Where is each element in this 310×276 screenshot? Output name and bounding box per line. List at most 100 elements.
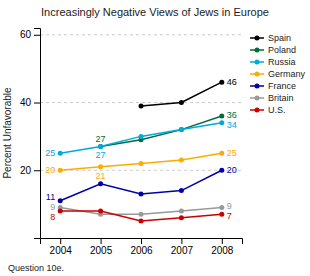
- x-tick-mark: [141, 238, 142, 244]
- data-label: 25: [227, 148, 237, 158]
- legend-label: Spain: [268, 33, 291, 43]
- point: [139, 212, 144, 217]
- x-tick-mark: [60, 238, 61, 244]
- legend-marker: [255, 84, 260, 89]
- series-points: [58, 120, 225, 155]
- point: [179, 188, 184, 193]
- data-labels: 46273625273420212511209987: [45, 77, 237, 221]
- x-tick: 2005: [90, 238, 113, 256]
- data-label: 9: [227, 201, 232, 211]
- legend-marker: [255, 108, 260, 113]
- grid-line: [40, 102, 242, 103]
- y-tick: 60: [20, 29, 40, 40]
- legend-item: Germany: [250, 69, 306, 79]
- point: [98, 181, 103, 186]
- point: [219, 114, 224, 119]
- data-label: 25: [45, 148, 55, 158]
- x-tick-label: 2008: [211, 245, 234, 256]
- point: [98, 144, 103, 149]
- y-axis-line: [34, 29, 41, 239]
- data-label: 27: [96, 150, 106, 160]
- series-points: [139, 80, 225, 109]
- legend-item: U.S.: [250, 105, 286, 115]
- y-axis: 20 40 60: [20, 29, 41, 239]
- legend-marker: [255, 72, 260, 77]
- legend-item: Britain: [250, 93, 294, 103]
- y-axis-title: Percent Unfavorable: [2, 87, 13, 179]
- data-label: 9: [50, 202, 55, 212]
- marks: [58, 80, 225, 224]
- x-tick: 2004: [50, 238, 73, 256]
- legend-marker: [255, 48, 260, 53]
- data-label: 8: [50, 212, 55, 222]
- point: [179, 158, 184, 163]
- legend-label: France: [268, 81, 296, 91]
- data-label: 20: [45, 165, 55, 175]
- point: [139, 219, 144, 224]
- chart-container: Increasingly Negative Views of Jews in E…: [0, 0, 310, 276]
- legend-item: Spain: [250, 33, 291, 43]
- data-label: 36: [227, 110, 237, 120]
- legend-marker: [255, 60, 260, 65]
- legend-marker: [255, 96, 260, 101]
- x-tick-label: 2007: [171, 245, 194, 256]
- y-tick-mark: [34, 103, 40, 104]
- series-line: [60, 123, 222, 153]
- point: [139, 191, 144, 196]
- x-tick-mark: [181, 238, 182, 244]
- legend-label: U.S.: [268, 105, 286, 115]
- series-line: [60, 170, 222, 200]
- y-tick-mark: [34, 35, 40, 36]
- point: [98, 208, 103, 213]
- point: [179, 127, 184, 132]
- series-line: [141, 82, 222, 106]
- legend: Spain Poland Russia Germany France Britain U.S…: [250, 33, 306, 115]
- point: [179, 127, 184, 132]
- x-tick-mark: [222, 238, 223, 244]
- y-tick-label: 20: [20, 165, 32, 176]
- point: [219, 80, 224, 85]
- series-points: [58, 151, 225, 173]
- series-points: [58, 208, 225, 223]
- y-tick-label: 40: [20, 97, 32, 108]
- y-tick: 20: [20, 165, 40, 176]
- x-axis: 2004 2005 2006 2007 2008: [41, 238, 243, 256]
- point: [139, 161, 144, 166]
- legend-label: Poland: [268, 45, 296, 55]
- x-axis-line: [41, 239, 243, 245]
- legend-marker: [255, 36, 260, 41]
- footnote: Question 10e.: [8, 263, 64, 273]
- point: [219, 212, 224, 217]
- point: [179, 215, 184, 220]
- point: [58, 151, 63, 156]
- y-tick: 40: [20, 97, 40, 108]
- legend-label: Russia: [268, 57, 296, 67]
- point: [98, 164, 103, 169]
- point: [219, 120, 224, 125]
- chart: Increasingly Negative Views of Jews in E…: [0, 0, 310, 276]
- data-label: 27: [96, 134, 106, 144]
- point: [179, 100, 184, 105]
- grid: [40, 35, 242, 170]
- point: [179, 208, 184, 213]
- series-line: [60, 153, 222, 170]
- y-tick-label: 60: [20, 29, 32, 40]
- data-label: 34: [227, 120, 237, 130]
- point: [58, 198, 63, 203]
- point: [139, 134, 144, 139]
- data-label: 11: [46, 192, 55, 202]
- legend-item: Poland: [250, 45, 296, 55]
- x-tick-label: 2006: [130, 245, 153, 256]
- x-tick: 2006: [130, 238, 153, 256]
- series-points: [58, 168, 225, 203]
- plot: 2004200520062007200820406046273625273420…: [20, 29, 243, 257]
- point: [219, 168, 224, 173]
- x-tick-label: 2005: [90, 245, 113, 256]
- title: Increasingly Negative Views of Jews in E…: [41, 6, 269, 18]
- legend-label: Germany: [268, 69, 306, 79]
- series-points: [98, 114, 224, 149]
- point: [98, 144, 103, 149]
- point: [219, 205, 224, 210]
- legend-item: France: [250, 81, 296, 91]
- grid-line: [40, 34, 242, 35]
